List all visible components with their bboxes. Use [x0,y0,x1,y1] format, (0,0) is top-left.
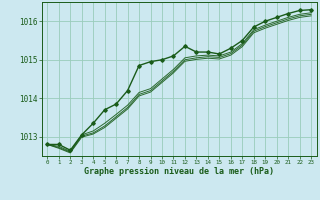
X-axis label: Graphe pression niveau de la mer (hPa): Graphe pression niveau de la mer (hPa) [84,167,274,176]
